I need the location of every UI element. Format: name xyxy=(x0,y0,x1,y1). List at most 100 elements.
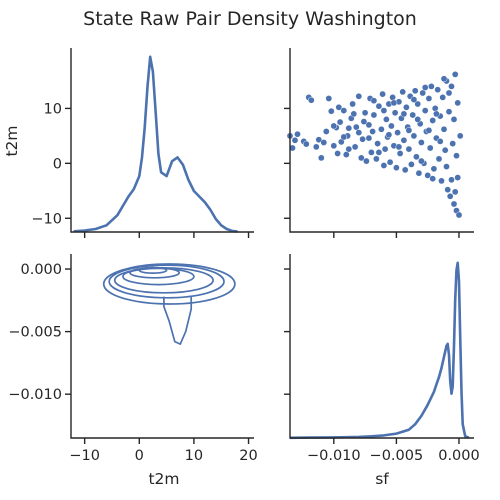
y-tick-label: −0.010 xyxy=(8,387,62,403)
scatter-point xyxy=(446,192,454,200)
panel-sf-vs-t2m-scatter xyxy=(286,71,464,219)
scatter-point xyxy=(390,99,398,107)
scatter-point xyxy=(327,107,335,115)
scatter-point xyxy=(345,145,353,153)
panel-t2m-vs-sf-contour xyxy=(102,263,236,345)
scatter-point xyxy=(430,165,438,173)
scatter-point xyxy=(365,121,373,129)
scatter-point xyxy=(375,102,383,110)
t2m-kde-curve xyxy=(73,55,238,233)
spine-bottom-right xyxy=(289,254,474,439)
density-contour-tail xyxy=(163,296,193,345)
scatter-point xyxy=(349,100,356,108)
scatter-point xyxy=(424,172,432,179)
scatter-point xyxy=(335,103,343,111)
scatter-point xyxy=(421,107,429,114)
scatter-point xyxy=(411,87,419,95)
scatter-point xyxy=(429,117,437,124)
x-tick-label: 10 xyxy=(185,448,203,464)
spine-top-left xyxy=(70,48,254,233)
scatter-point xyxy=(455,211,463,219)
scatter-point xyxy=(359,135,366,143)
scatter-point xyxy=(454,99,462,107)
spine-bottom-left xyxy=(70,254,254,439)
scatter-point xyxy=(401,166,409,174)
scatter-point xyxy=(380,162,388,169)
scatter-point xyxy=(368,149,375,156)
x-tick-label: −10 xyxy=(69,448,100,464)
scatter-point xyxy=(373,155,380,163)
scatter-point xyxy=(350,110,358,118)
scatter-point xyxy=(425,95,433,102)
scatter-point xyxy=(434,86,442,94)
scatter-point xyxy=(453,152,460,160)
density-contour xyxy=(113,266,214,294)
scatter-point xyxy=(450,116,458,123)
scatter-point xyxy=(450,200,458,208)
scatter-point xyxy=(426,144,434,152)
scatter-point xyxy=(440,125,448,133)
scatter-point xyxy=(352,123,360,131)
scatter-point xyxy=(383,116,390,123)
scatter-point xyxy=(370,97,378,105)
scatter-point xyxy=(375,149,383,156)
scatter-point xyxy=(355,129,363,136)
scatter-point xyxy=(418,157,425,165)
scatter-point xyxy=(435,155,443,163)
scatter-point xyxy=(355,92,363,100)
density-contour xyxy=(108,264,225,299)
scatter-point xyxy=(433,110,440,118)
scatter-point xyxy=(439,94,447,101)
panel-t2m-kde xyxy=(73,55,238,233)
scatter-point xyxy=(415,169,423,177)
scatter-point xyxy=(302,140,310,148)
scatter-point xyxy=(389,94,396,101)
scatter-point xyxy=(325,95,333,102)
scatter-point xyxy=(369,128,376,135)
scatter-point xyxy=(451,188,459,196)
scatter-point xyxy=(357,154,365,162)
scatter-point xyxy=(315,136,323,144)
scatter-point xyxy=(322,128,330,135)
sf-kde-curve xyxy=(289,261,470,440)
scatter-point xyxy=(312,143,320,151)
scatter-point xyxy=(445,108,453,116)
scatter-point xyxy=(440,75,448,83)
x-tick-label: −0.010 xyxy=(307,448,361,464)
scatter-point xyxy=(317,154,325,162)
scatter-point xyxy=(363,157,370,165)
density-contour xyxy=(102,263,236,305)
scatter-point xyxy=(379,90,386,98)
scatter-point xyxy=(307,96,315,104)
scatter-point xyxy=(443,163,450,170)
scatter-point xyxy=(408,161,415,168)
scatter-point xyxy=(399,88,407,96)
scatter-point xyxy=(410,96,418,103)
scatter-point xyxy=(445,89,453,97)
scatter-point xyxy=(400,136,408,144)
scatter-point xyxy=(414,100,422,108)
scatter-point xyxy=(444,186,452,194)
tick-layer: −10 0 10 20 −0.010 −0.005 0.000 −10 0 10 −0.010 −0.… xyxy=(8,101,479,464)
y-tick-label: 0.000 xyxy=(20,262,62,278)
scatter-point xyxy=(393,164,400,172)
scatter-point xyxy=(425,127,433,134)
scatter-point xyxy=(396,150,404,157)
scatter-point xyxy=(449,140,457,147)
scatter-point xyxy=(374,140,381,147)
scatter-point xyxy=(381,145,389,153)
scatter-point xyxy=(380,107,388,114)
panel-sf-kde xyxy=(289,261,470,440)
scatter-point xyxy=(438,177,445,185)
scatter-point xyxy=(428,83,435,90)
scatter-point xyxy=(436,138,444,145)
y-tick-label: −0.005 xyxy=(8,325,62,341)
scatter-point xyxy=(388,122,395,130)
scatter-point xyxy=(456,132,464,140)
scatter-point xyxy=(394,129,401,136)
x-axis-label-t2m: t2m xyxy=(148,470,179,488)
x-tick-label: 0 xyxy=(135,448,144,464)
scatter-point xyxy=(421,84,429,91)
scatter-point xyxy=(418,139,425,146)
